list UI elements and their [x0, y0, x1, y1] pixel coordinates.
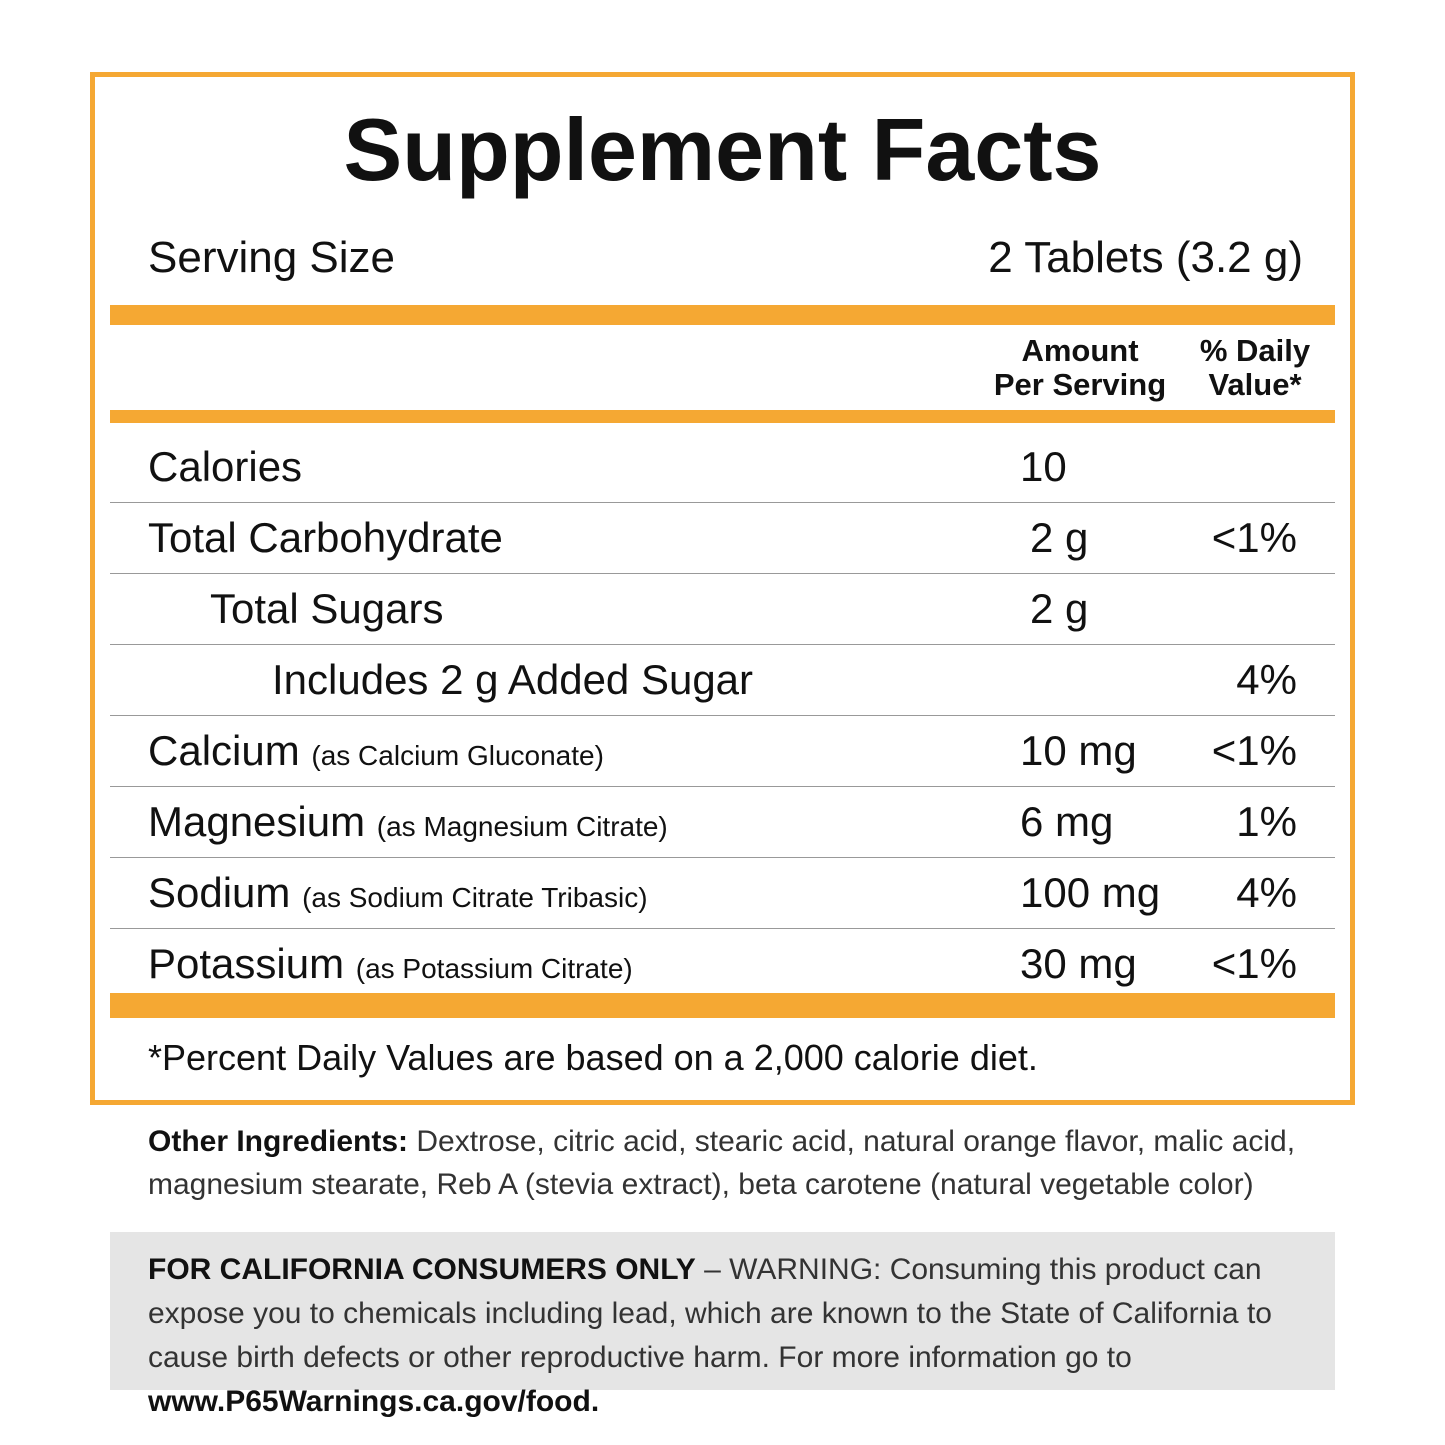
- amount: 10 mg: [1020, 727, 1137, 774]
- other-ingredients: Other Ingredients: Dextrose, citric acid…: [148, 1120, 1308, 1206]
- divider-bar: [110, 410, 1335, 423]
- daily-value: <1%: [1211, 727, 1297, 774]
- warning-box: [110, 1232, 1335, 1390]
- header-line: Per Serving: [993, 367, 1167, 402]
- daily-value: 1%: [1236, 798, 1297, 845]
- amount: 10: [1020, 443, 1067, 490]
- nutrient-row: Sodium (as Sodium Citrate Tribasic) 100 …: [110, 858, 1335, 929]
- ingredients-text: Dextrose, citric acid, stearic acid, nat…: [148, 1125, 1296, 1201]
- header-line: % Daily: [1199, 333, 1311, 368]
- nutrient-row: Total Sugars 2 g: [110, 574, 1335, 645]
- amount: 100 mg: [1020, 869, 1161, 916]
- warning-lead: FOR CALIFORNIA CONSUMERS ONLY: [148, 1253, 696, 1286]
- nutrient-name: Sodium: [148, 869, 291, 916]
- nutrient-source: (as Potassium Citrate): [355, 953, 633, 984]
- nutrient-name: Magnesium: [148, 798, 366, 845]
- ingredients-label: Other Ingredients:: [148, 1125, 409, 1158]
- footnote: *Percent Daily Values are based on a 2,0…: [148, 1037, 1038, 1078]
- nutrient-name: Includes 2 g Added Sugar: [272, 656, 754, 703]
- daily-value: 4%: [1236, 656, 1297, 703]
- warning: FOR CALIFORNIA CONSUMERS ONLY – WARNING:…: [148, 1248, 1323, 1424]
- nutrient-name: Potassium: [148, 940, 345, 987]
- nutrient-row: Total Carbohydrate 2 g <1%: [110, 503, 1335, 574]
- amount-header: Amount Per Serving: [980, 334, 1180, 402]
- amount: 30 mg: [1020, 940, 1137, 987]
- divider-bar: [110, 305, 1335, 325]
- amount: 2 g: [1030, 514, 1089, 561]
- divider-bar: [110, 993, 1335, 1018]
- nutrient-name: Calcium: [148, 727, 300, 774]
- nutrient-source: (as Sodium Citrate Tribasic): [302, 882, 648, 913]
- title: Supplement Facts: [343, 100, 1102, 199]
- nutrient-row: Magnesium (as Magnesium Citrate) 6 mg 1%: [110, 787, 1335, 858]
- daily-value: <1%: [1211, 514, 1297, 561]
- nutrient-row: Calcium (as Calcium Gluconate) 10 mg <1%: [110, 716, 1335, 787]
- nutrient-source: (as Calcium Gluconate): [311, 740, 604, 771]
- daily-value: 4%: [1236, 869, 1297, 916]
- facts-border: [90, 72, 1355, 1105]
- serving-label: Serving Size: [148, 233, 396, 282]
- warning-link: www.P65Warnings.ca.gov/food.: [148, 1385, 600, 1418]
- serving-value: 2 Tablets (3.2 g): [988, 233, 1303, 282]
- nutrient-row: Includes 2 g Added Sugar 4%: [110, 645, 1335, 716]
- nutrient-name: Total Sugars: [210, 585, 444, 632]
- amount: 2 g: [1030, 585, 1089, 632]
- header-line: Amount: [1021, 333, 1139, 368]
- nutrient-row: Calories 10: [110, 432, 1335, 503]
- daily-value: <1%: [1211, 940, 1297, 987]
- dv-header: % Daily Value*: [1185, 334, 1325, 402]
- header-line: Value*: [1208, 367, 1302, 402]
- amount: 6 mg: [1020, 798, 1114, 845]
- nutrient-source: (as Magnesium Citrate): [376, 811, 668, 842]
- nutrient-row: Potassium (as Potassium Citrate) 30 mg <…: [110, 929, 1335, 999]
- nutrient-name: Total Carbohydrate: [148, 514, 503, 561]
- warning-text: – WARNING: Consuming this product can ex…: [148, 1253, 1272, 1374]
- nutrient-name: Calories: [148, 443, 303, 490]
